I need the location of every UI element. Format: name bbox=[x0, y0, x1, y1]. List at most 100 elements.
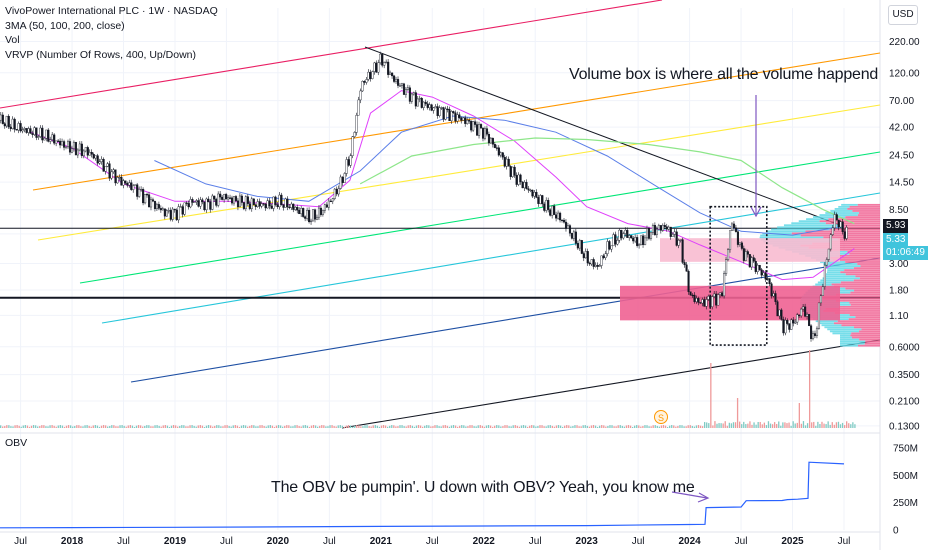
price-axis[interactable]: 220.00 120.00 70.00 42.00 24.50 14.50 8.50 3.00… bbox=[889, 37, 920, 537]
candle-body bbox=[298, 210, 301, 215]
volume-bar bbox=[819, 423, 821, 428]
candle-body bbox=[819, 295, 822, 304]
candle-body bbox=[582, 253, 585, 259]
ma-indicator-label[interactable]: 3MA (50, 100, 200, close) bbox=[5, 19, 125, 32]
volume-bar bbox=[730, 423, 733, 428]
vrvp-row-up bbox=[823, 263, 858, 265]
volume-bar bbox=[368, 426, 370, 428]
candle-body bbox=[645, 228, 649, 239]
obv-indicator-label[interactable]: OBV bbox=[5, 437, 28, 449]
volume-bar bbox=[100, 425, 103, 428]
volume-bar bbox=[345, 425, 348, 428]
volume-bar bbox=[382, 425, 385, 428]
candle-body bbox=[659, 225, 662, 231]
time-tick-label: 2024 bbox=[678, 536, 701, 547]
vrvp-row-down bbox=[859, 338, 880, 341]
volume-bar bbox=[477, 425, 479, 428]
candle-body bbox=[687, 271, 690, 292]
volume-bar bbox=[471, 425, 473, 428]
currency-button[interactable]: USD bbox=[888, 5, 918, 25]
vrvp-row-up bbox=[827, 328, 862, 331]
volume-bar bbox=[432, 426, 434, 428]
candle-body bbox=[412, 92, 415, 95]
candle-body bbox=[5, 115, 8, 127]
candle-body bbox=[685, 264, 688, 272]
candle-body bbox=[126, 182, 129, 186]
volume-bar bbox=[22, 425, 24, 428]
candle-body bbox=[810, 325, 813, 339]
candle-body bbox=[450, 111, 453, 122]
volume-bar bbox=[704, 422, 706, 428]
time-tick-label: 2022 bbox=[473, 536, 496, 547]
volume-bar bbox=[699, 425, 702, 428]
volume-bar bbox=[2, 426, 4, 428]
time-tick-label: 2021 bbox=[370, 536, 393, 547]
volume-bar bbox=[282, 426, 284, 428]
volume-bar bbox=[232, 425, 234, 428]
candle-body bbox=[193, 201, 196, 203]
symbol-title[interactable]: VivoPower International PLC · 1W · NASDA… bbox=[5, 5, 218, 17]
volume-bar bbox=[90, 426, 92, 428]
candle-body bbox=[240, 195, 243, 203]
candle-body bbox=[760, 269, 763, 276]
candle-body bbox=[497, 147, 500, 156]
volume-bar bbox=[526, 426, 529, 428]
candle-body bbox=[375, 62, 378, 73]
candle-body bbox=[23, 128, 26, 130]
candle-body bbox=[173, 208, 176, 211]
time-axis[interactable]: Jul 2018 Jul 2019 Jul 2020 Jul 2021 Jul 2022 Jul 20… bbox=[14, 536, 850, 547]
vrvp-row-down bbox=[852, 210, 880, 212]
candle-body bbox=[282, 204, 285, 208]
candle-body bbox=[679, 239, 682, 241]
candle-body bbox=[21, 129, 24, 132]
vrvp-row-down bbox=[853, 279, 880, 282]
candle-body bbox=[302, 207, 305, 217]
volume-bar bbox=[502, 426, 504, 428]
obv-tick-label: 0 bbox=[893, 526, 899, 537]
vrvp-row-down bbox=[823, 295, 880, 298]
volume-bar bbox=[228, 425, 230, 428]
volume-bar bbox=[710, 363, 712, 428]
volume-bar bbox=[839, 424, 842, 428]
candle-body bbox=[580, 240, 583, 254]
volume-bar bbox=[619, 425, 621, 428]
volume-bar bbox=[821, 421, 823, 428]
candle-body bbox=[709, 296, 712, 307]
volume-bar bbox=[658, 426, 661, 428]
obv-annotation[interactable]: The OBV be pumpin'. U down with OBV? Yea… bbox=[271, 479, 695, 496]
volume-bar bbox=[666, 426, 669, 428]
candle-body bbox=[167, 210, 170, 212]
candle-body bbox=[70, 148, 74, 153]
candle-body bbox=[244, 196, 247, 209]
volume-bar bbox=[69, 425, 72, 428]
vrvp-row-up bbox=[825, 265, 861, 267]
candle-body bbox=[713, 293, 716, 297]
volume-bar bbox=[238, 426, 241, 428]
volume-bar bbox=[158, 425, 160, 428]
vrvp-indicator-label[interactable]: VRVP (Number Of Rows, 400, Up/Down) bbox=[5, 48, 197, 61]
volume-bar bbox=[605, 426, 607, 428]
candle-body bbox=[675, 231, 678, 246]
volume-bar bbox=[724, 421, 726, 428]
candle-body bbox=[454, 112, 457, 122]
candle-body bbox=[823, 264, 826, 287]
volume-bar bbox=[78, 425, 80, 428]
vrvp-row-up bbox=[818, 322, 834, 325]
vol-indicator-label[interactable]: Vol bbox=[5, 34, 20, 46]
volume-bar bbox=[43, 425, 45, 428]
volume-bar bbox=[636, 425, 638, 428]
volume-box-annotation[interactable]: Volume box is where all the volume happe… bbox=[569, 66, 879, 83]
candle-body bbox=[604, 253, 607, 259]
volume-bar bbox=[500, 426, 502, 428]
candle-body bbox=[189, 199, 192, 208]
obv-arrow-line bbox=[671, 491, 708, 499]
vrvp-row-down bbox=[791, 232, 880, 235]
volume-bar bbox=[212, 426, 214, 428]
time-tick-label: 2025 bbox=[781, 536, 804, 547]
candle-body bbox=[43, 137, 46, 141]
candle-body bbox=[440, 107, 443, 109]
candle-body bbox=[0, 114, 2, 121]
candle-body bbox=[572, 231, 575, 239]
vrvp-row-up bbox=[817, 281, 841, 284]
